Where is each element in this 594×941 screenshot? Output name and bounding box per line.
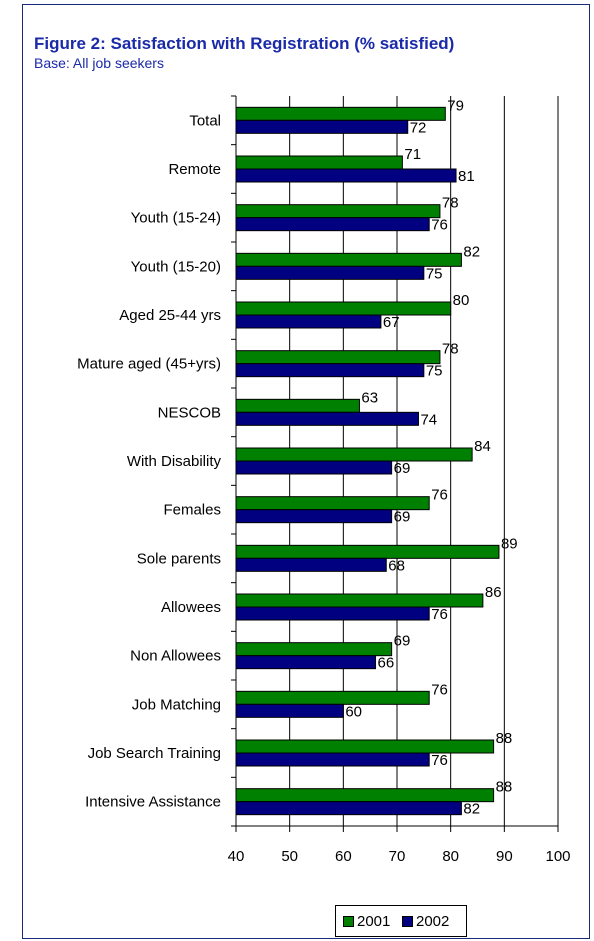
bar-2002: [235, 557, 387, 572]
bar-2002: [235, 119, 409, 134]
data-label-2001: 63: [361, 389, 378, 406]
data-label-2002: 69: [394, 460, 411, 477]
bar-2002: [235, 801, 462, 816]
x-tick-label-90: 90: [496, 848, 513, 865]
data-label-2001: 76: [431, 681, 448, 698]
data-label-2002: 60: [345, 703, 362, 720]
bar-2001: [235, 398, 360, 413]
data-label-2001: 86: [485, 584, 502, 601]
data-label-2001: 76: [431, 487, 448, 504]
legend-swatch-2002: [402, 916, 413, 927]
data-label-2001: 88: [496, 730, 513, 747]
data-label-2002: 81: [458, 168, 475, 185]
data-label-2001: 79: [447, 97, 464, 114]
category-label: Youth (15-20): [131, 258, 221, 275]
category-label: Remote: [168, 161, 221, 178]
category-label: Sole parents: [137, 550, 221, 567]
data-label-2002: 69: [394, 509, 411, 526]
chart-title: Figure 2: Satisfaction with Registration…: [34, 34, 455, 53]
data-label-2002: 76: [431, 606, 448, 623]
bar-2002: [235, 314, 382, 329]
data-label-2001: 80: [453, 292, 470, 309]
chart-subtitle: Base: All job seekers: [34, 55, 164, 71]
data-label-2001: 78: [442, 195, 459, 212]
legend-label-2001: 2001: [357, 913, 391, 930]
category-label: Females: [163, 502, 221, 519]
data-label-2001: 82: [463, 243, 480, 260]
category-label: Aged 25-44 yrs: [119, 307, 221, 324]
category-label: Allowees: [161, 599, 221, 616]
category-label: Youth (15-24): [131, 210, 221, 227]
legend-label-2002: 2002: [416, 913, 450, 930]
data-label-2002: 68: [388, 557, 405, 574]
category-label: Non Allowees: [130, 648, 221, 665]
x-tick-label-40: 40: [228, 848, 245, 865]
category-labels: Total Remote Youth (15-24) Youth (15-20) Age…: [77, 112, 221, 810]
legend: 2001 2002: [335, 905, 467, 937]
bar-2001: [235, 642, 393, 657]
bars: [235, 106, 500, 816]
data-label-2002: 67: [383, 314, 400, 331]
data-label-2002: 75: [426, 363, 443, 380]
bar-2001: [235, 155, 403, 170]
x-tick-label-50: 50: [281, 848, 298, 865]
axes: [231, 95, 559, 832]
x-tick-label-70: 70: [389, 848, 406, 865]
data-label-2001: 89: [501, 535, 518, 552]
bar-2001: [235, 788, 495, 803]
x-tick-label-80: 80: [442, 848, 459, 865]
bar-2002: [235, 265, 425, 280]
data-label-2002: 76: [431, 217, 448, 234]
data-label-2001: 88: [496, 779, 513, 796]
x-tick-label-100: 100: [545, 848, 570, 865]
data-label-2002: 72: [410, 119, 427, 136]
data-label-2002: 82: [463, 801, 480, 818]
bar-2002: [235, 703, 344, 718]
bar-2002: [235, 752, 430, 767]
figure-frame: [22, 4, 590, 939]
bar-2001: [235, 447, 473, 462]
category-label: Job Matching: [132, 696, 221, 713]
bar-2002: [235, 509, 393, 524]
legend-swatch-2001: [343, 916, 354, 927]
x-tick-label-60: 60: [335, 848, 352, 865]
category-label: NESCOB: [158, 404, 221, 421]
data-label-2001: 71: [404, 146, 421, 163]
bar-2002: [235, 655, 377, 670]
category-label: Mature aged (45+yrs): [77, 356, 221, 373]
data-label-2002: 76: [431, 752, 448, 769]
bar-2001: [235, 301, 452, 316]
data-label-2001: 69: [394, 633, 411, 650]
bar-2002: [235, 606, 430, 621]
bar-2001: [235, 204, 441, 219]
x-tick-labels: 40 50 60 70 80 90 100: [228, 848, 571, 865]
bar-2001: [235, 690, 430, 705]
category-label: With Disability: [127, 453, 222, 470]
bar-2001: [235, 544, 500, 559]
bar-2002: [235, 168, 457, 183]
data-label-2002: 74: [420, 411, 437, 428]
data-label-2001: 84: [474, 438, 491, 455]
bar-2001: [235, 350, 441, 365]
data-label-2002: 66: [378, 655, 395, 672]
data-label-2001: 78: [442, 341, 459, 358]
bar-2002: [235, 460, 393, 475]
category-label: Job Search Training: [88, 745, 221, 762]
category-label: Total: [189, 112, 221, 129]
bar-2002: [235, 217, 430, 232]
bar-2002: [235, 411, 419, 426]
data-labels: 79 72 71 81 78 76 82 75 80 67 78 75 63 74 84 69 76 69 89 68…: [345, 97, 517, 817]
bar-2002: [235, 363, 425, 378]
category-label: Intensive Assistance: [85, 794, 221, 811]
bar-2001: [235, 739, 495, 754]
data-label-2002: 75: [426, 265, 443, 282]
